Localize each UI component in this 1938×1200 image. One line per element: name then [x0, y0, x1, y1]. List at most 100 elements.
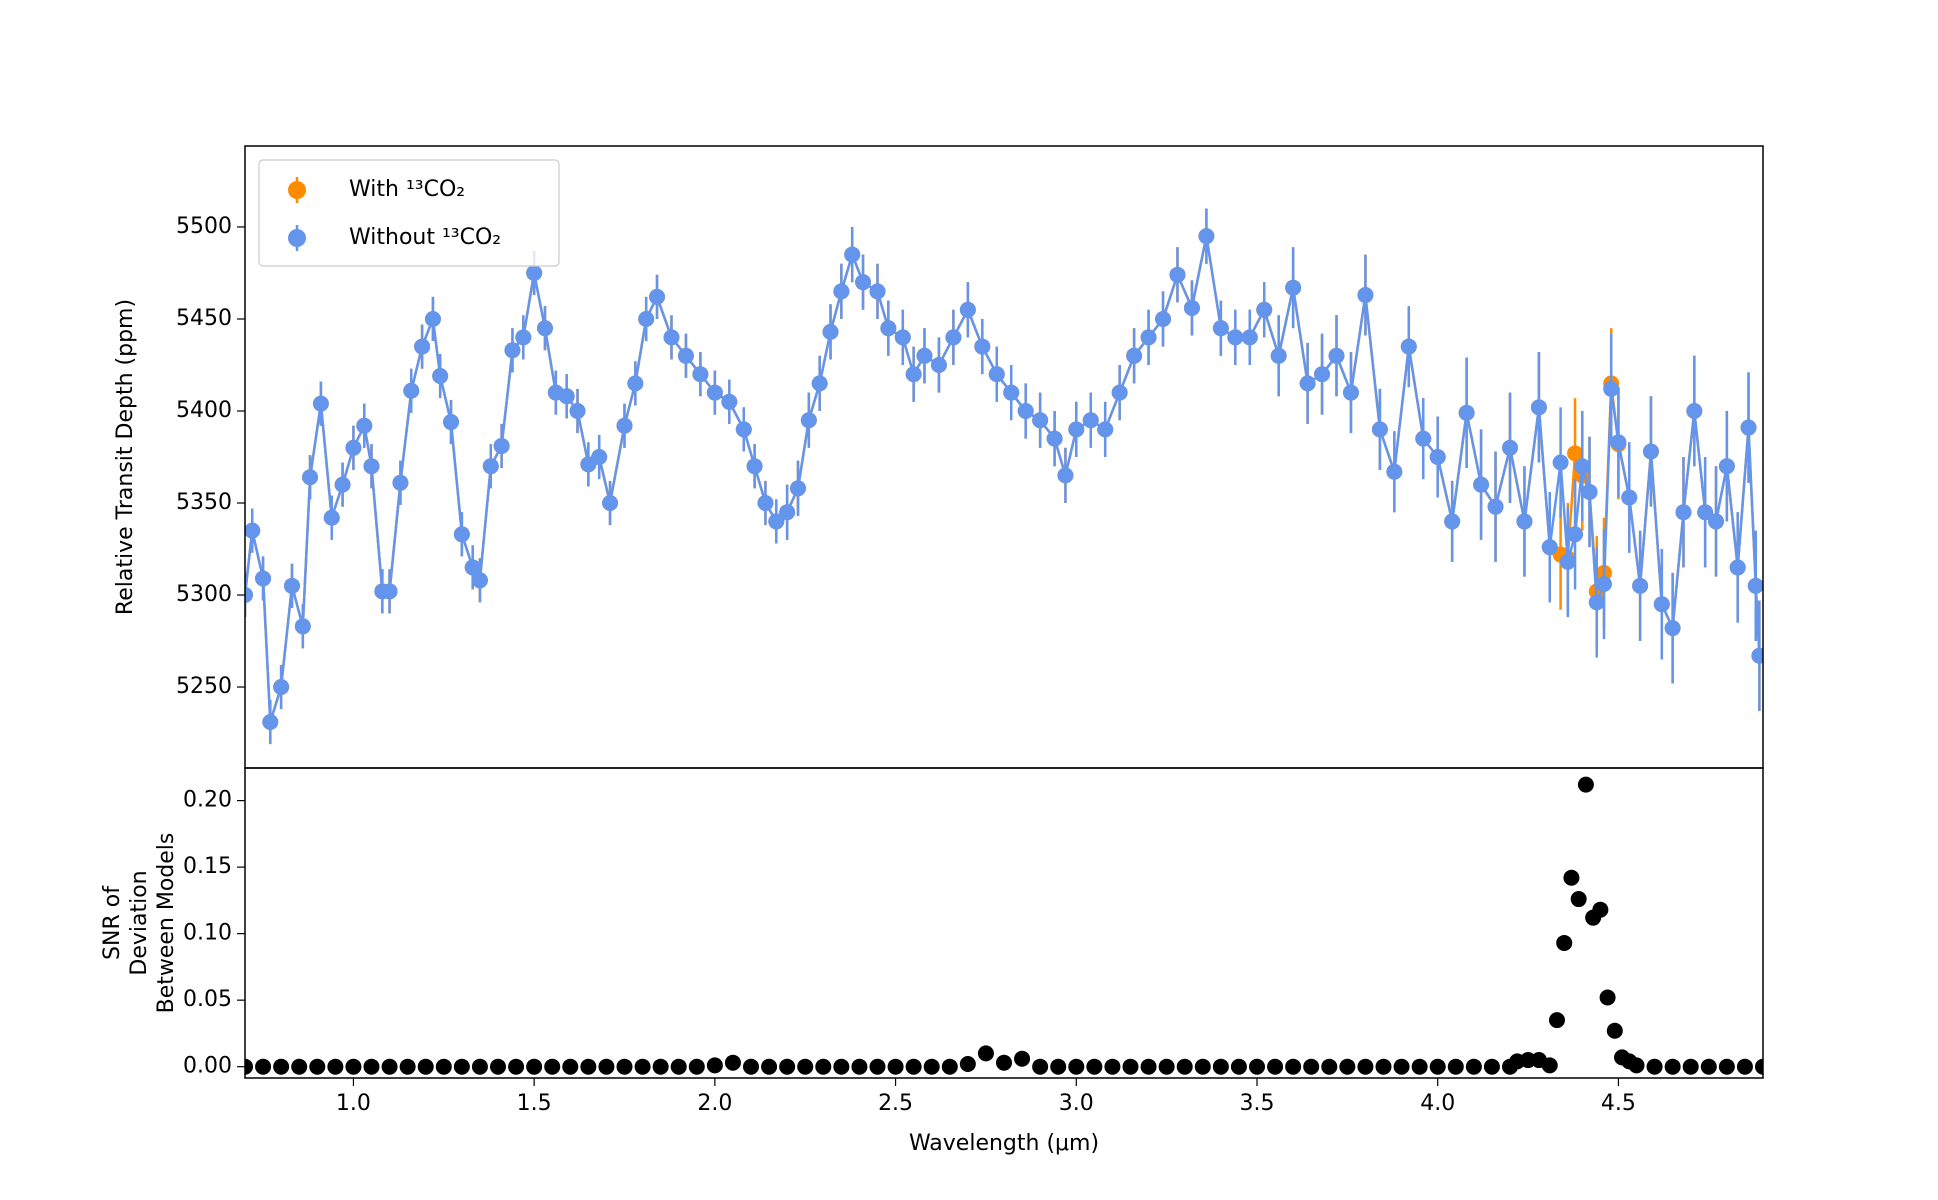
y-tick-label: 5450 [176, 306, 232, 331]
data-point [1375, 1058, 1392, 1075]
data-point [880, 320, 897, 337]
data-point [245, 1058, 253, 1075]
y-axis-label: Deviation [127, 870, 152, 975]
data-point [905, 1058, 922, 1075]
data-point [1675, 504, 1692, 521]
data-point [757, 495, 774, 512]
data-point [1097, 421, 1114, 438]
x-tick-label: 2.5 [878, 1091, 913, 1116]
data-point [616, 417, 633, 434]
data-point [1249, 1058, 1265, 1075]
y-tick-label: 5400 [176, 398, 232, 423]
data-point [1082, 412, 1099, 429]
axes-frame [244, 767, 1764, 1079]
data-point [515, 329, 532, 346]
y-tick-label: 0.05 [183, 987, 232, 1012]
x-tick-label: 3.0 [1059, 1091, 1094, 1116]
data-point [1682, 1058, 1699, 1075]
y-tick-label: 5500 [176, 214, 232, 239]
data-point [724, 1054, 741, 1071]
x-axis-label: Wavelength (μm) [909, 1131, 1099, 1156]
data-point [598, 1058, 615, 1075]
data-point [504, 342, 521, 359]
data-point [1046, 430, 1063, 447]
data-point [1646, 1058, 1663, 1075]
data-point [334, 476, 351, 493]
x-tick-label: 3.5 [1240, 1091, 1275, 1116]
data-point [323, 509, 340, 526]
data-point [1270, 347, 1287, 364]
data-point [1303, 1058, 1320, 1075]
legend-label: With ¹³CO₂ [349, 177, 465, 202]
data-point [312, 395, 329, 412]
data-point [381, 583, 398, 600]
data-point [1541, 1057, 1558, 1074]
data-point [1357, 1058, 1374, 1075]
data-point [1606, 1022, 1623, 1039]
data-point [255, 570, 272, 587]
y-axis-label: Relative Transit Depth (ppm) [113, 299, 138, 615]
data-point [1158, 1058, 1175, 1075]
data-point [1285, 279, 1302, 296]
data-point [562, 1058, 579, 1075]
x-tick-label: 4.5 [1601, 1091, 1636, 1116]
data-point [569, 402, 586, 419]
data-point [1169, 266, 1186, 283]
data-point [526, 1058, 543, 1075]
data-point [245, 522, 261, 539]
data-point [356, 417, 373, 434]
data-point [677, 347, 694, 364]
data-point [1321, 1058, 1338, 1075]
data-point [1285, 1058, 1302, 1075]
data-point [1411, 1058, 1428, 1075]
data-point [789, 480, 806, 497]
data-point [1339, 1058, 1356, 1075]
data-point [591, 449, 608, 465]
data-point [1393, 1058, 1410, 1075]
data-point [1447, 1058, 1464, 1075]
data-point [894, 329, 911, 346]
data-point [851, 1058, 868, 1075]
data-point [414, 338, 431, 355]
data-point [833, 283, 850, 300]
data-point [945, 329, 962, 346]
data-point [453, 526, 470, 543]
data-point [1415, 430, 1432, 447]
data-point [663, 329, 680, 346]
data-point [580, 1058, 597, 1075]
y-tick-label: 0.00 [183, 1054, 232, 1079]
data-point [294, 618, 311, 635]
data-point [688, 1058, 705, 1075]
legend-label: Without ¹³CO₂ [349, 225, 501, 250]
x-tick-label: 1.5 [517, 1091, 552, 1116]
data-point [1487, 498, 1504, 515]
x-tick-label: 4.0 [1420, 1091, 1455, 1116]
data-point [844, 246, 861, 263]
data-point [988, 366, 1005, 383]
data-point [309, 1058, 326, 1075]
data-point [1429, 1058, 1446, 1075]
data-point [1400, 338, 1417, 355]
data-point [735, 421, 752, 438]
data-point [291, 1058, 308, 1075]
data-point [1516, 513, 1533, 530]
data-point [761, 1058, 778, 1075]
data-point [706, 384, 723, 401]
data-point [692, 366, 709, 383]
data-point [833, 1058, 850, 1075]
data-point [1642, 443, 1659, 460]
data-point [1111, 384, 1128, 401]
data-point [1371, 421, 1388, 438]
data-point [381, 1058, 398, 1075]
data-point [1740, 419, 1757, 436]
y-tick-label: 5300 [176, 582, 232, 607]
data-point [638, 310, 655, 327]
data-point [508, 1058, 525, 1075]
data-point [255, 1058, 272, 1075]
data-point [1314, 366, 1331, 383]
data-point [526, 264, 543, 281]
data-point [1708, 513, 1725, 530]
data-point [345, 1058, 362, 1075]
data-point [1632, 577, 1649, 594]
data-point [1267, 1058, 1284, 1075]
